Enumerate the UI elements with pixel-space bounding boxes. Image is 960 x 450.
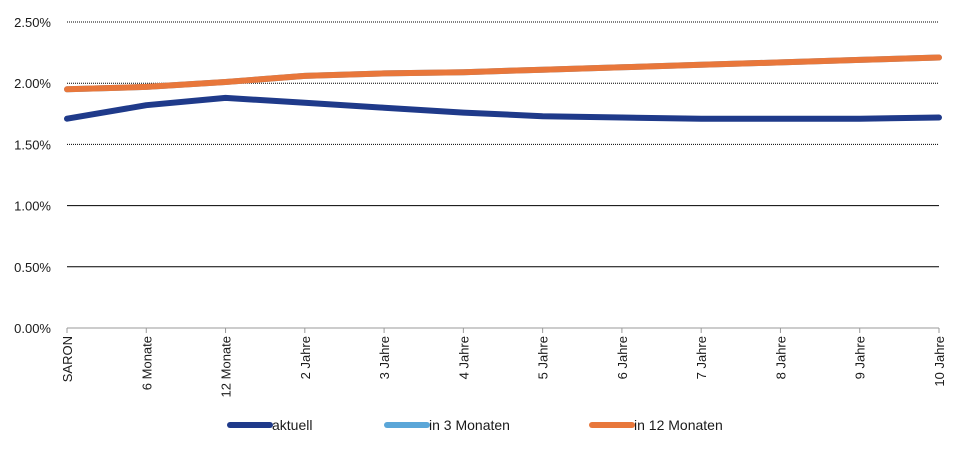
x-tick-label-11: 10 Jahre [932, 336, 947, 387]
x-tick-label-5: 4 Jahre [456, 336, 471, 379]
x-tick-label-2: 12 Monate [219, 336, 234, 397]
x-tick-label-0: SARON [60, 336, 75, 382]
series-line-aktuell [64, 94, 942, 122]
y-tick-label-4: 2.00% [14, 76, 51, 91]
x-tick-label-3: 2 Jahre [298, 336, 313, 379]
y-tick-label-0: 0.00% [14, 321, 51, 336]
x-tick-label-6: 5 Jahre [536, 336, 551, 379]
y-tick-label-3: 1.50% [14, 137, 51, 152]
x-tick-label-10: 9 Jahre [853, 336, 868, 379]
x-tick-label-4: 3 Jahre [377, 336, 392, 379]
y-tick-label-5: 2.50% [14, 15, 51, 30]
x-tick-label-7: 6 Jahre [615, 336, 630, 379]
legend-label-0: aktuell [272, 417, 312, 433]
legend-label-2: in 12 Monaten [634, 417, 723, 433]
y-tick-label-2: 1.00% [14, 199, 51, 214]
x-tick-label-8: 7 Jahre [694, 336, 709, 379]
x-tick-label-9: 8 Jahre [773, 336, 788, 379]
y-tick-label-1: 0.50% [14, 260, 51, 275]
series-line-in-12-monaten [64, 54, 942, 93]
legend-label-1: in 3 Monaten [429, 417, 510, 433]
x-tick-label-1: 6 Monate [139, 336, 154, 390]
